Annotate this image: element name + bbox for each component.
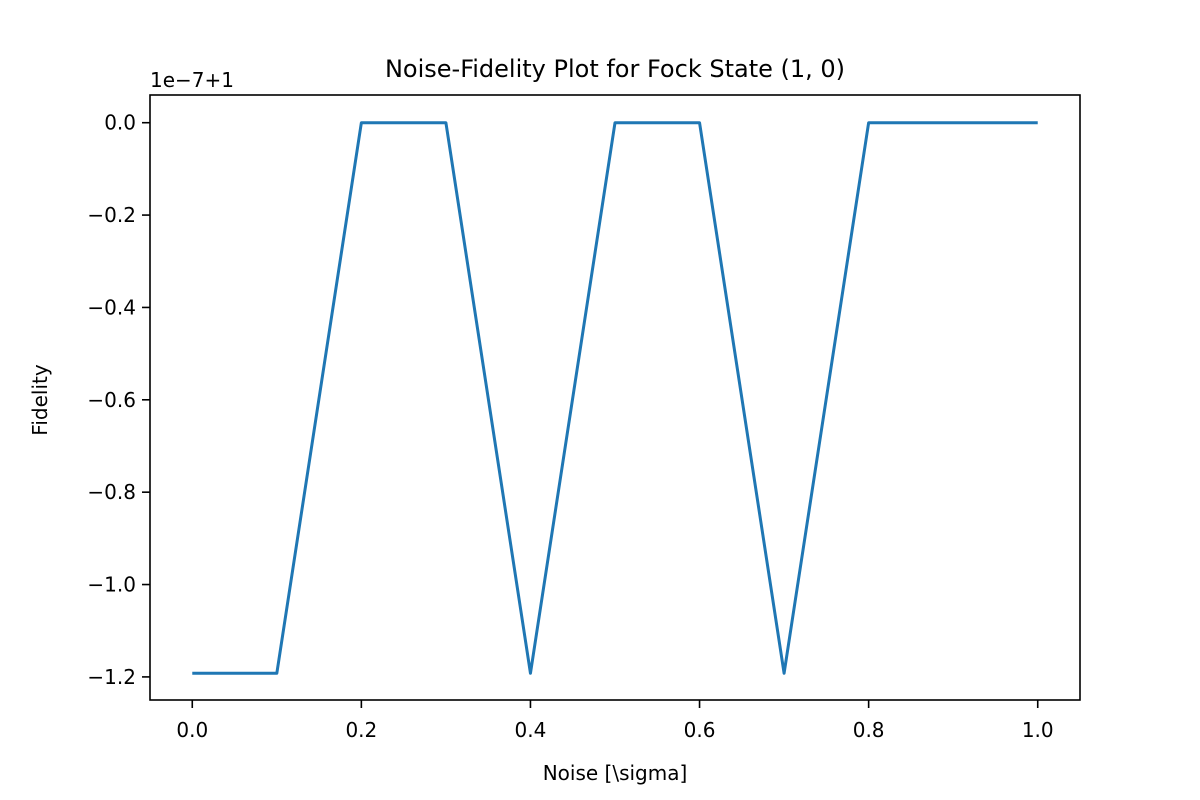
x-tick-label: 0.8 (853, 718, 885, 742)
x-tick-label: 1.0 (1022, 718, 1054, 742)
y-tick-label: 0.0 (104, 111, 136, 135)
chart-title: Noise-Fidelity Plot for Fock State (1, 0… (385, 55, 845, 83)
y-axis-ticks: 0.0 −0.2 −0.4 −0.6 −0.8 −1.0 −1.2 (87, 111, 150, 689)
x-tick-label: 0.4 (515, 718, 547, 742)
series-line (192, 121, 1038, 675)
x-axis-label: Noise [\sigma] (543, 761, 688, 785)
y-tick-label: −0.8 (87, 480, 136, 504)
x-tick-label: 0.6 (684, 718, 716, 742)
y-axis-label: Fidelity (28, 364, 52, 436)
y-tick-label: −0.6 (87, 388, 136, 412)
plot-frame (149, 94, 1081, 701)
y-tick-label: −0.2 (87, 203, 136, 227)
x-axis-ticks: 0.0 0.2 0.4 0.6 0.8 1.0 (176, 700, 1054, 742)
y-tick-label: −1.2 (87, 665, 136, 689)
plot-area (192, 121, 1038, 675)
y-tick-label: −1.0 (87, 573, 136, 597)
x-tick-label: 0.0 (176, 718, 208, 742)
x-tick-label: 0.2 (345, 718, 377, 742)
y-tick-label: −0.4 (87, 295, 136, 319)
y-axis-offset-label: 1e−7+1 (150, 68, 234, 92)
